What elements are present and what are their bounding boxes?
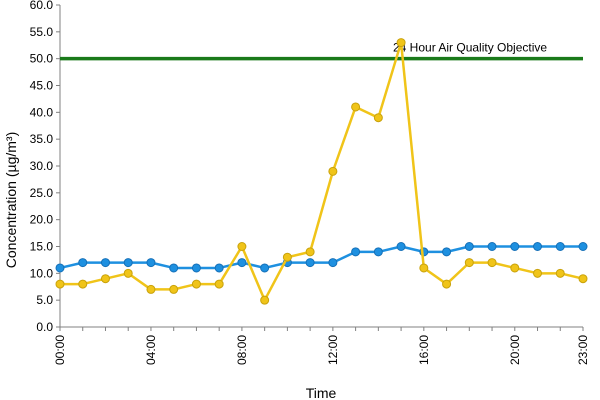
x-tick-label: 12:00 (326, 335, 340, 365)
y-tick-label: 50.0 (30, 52, 54, 66)
y-tick-label: 55.0 (30, 25, 54, 39)
series-1-point (169, 263, 179, 273)
series-1 (55, 242, 588, 273)
series-2-point (396, 38, 406, 48)
y-tick-label: 25.0 (30, 186, 54, 200)
series-1-point (260, 263, 270, 273)
air-quality-objective-label: 24 Hour Air Quality Objective (393, 41, 547, 55)
series-1-point (373, 247, 383, 257)
series-2-point (487, 258, 497, 268)
series-1-point (487, 242, 497, 251)
y-axis-title: Concentration (µg/m³) (3, 132, 19, 268)
series-2-point (169, 284, 179, 294)
series-1-point (578, 242, 588, 251)
series-2-point (100, 274, 110, 284)
series-1-point (237, 258, 247, 268)
y-tick-label: 60.0 (30, 0, 54, 12)
series-2-point (419, 263, 429, 273)
series-2-point (123, 268, 133, 278)
y-tick-label: 40.0 (30, 105, 54, 119)
series-2-point (442, 279, 452, 289)
series-1-point (442, 247, 452, 257)
series-2-point (578, 274, 588, 284)
series-1-point (146, 258, 156, 268)
series-1-point (396, 242, 406, 251)
series-1-point (510, 242, 520, 251)
x-tick-label: 23:00 (576, 335, 590, 365)
x-tick-label: 08:00 (235, 335, 249, 365)
x-tick-label: 00:00 (53, 335, 67, 365)
series-1-point (305, 258, 315, 268)
series-2-point (214, 279, 224, 289)
series-2-point (373, 113, 383, 123)
y-tick-label: 10.0 (30, 266, 54, 280)
y-tick-label: 20.0 (30, 213, 54, 227)
x-tick-label: 20:00 (508, 335, 522, 365)
series-2-point (533, 268, 543, 278)
series-2-point (146, 284, 156, 294)
y-tick-label: 35.0 (30, 132, 54, 146)
series-1-point (214, 263, 224, 273)
series-1-point (191, 263, 201, 273)
series-2-point (555, 268, 565, 278)
y-axis-ticks: 0.0 5.0 10.0 15.0 20.0 25.0 30.0 35.0 40.0 45.0 50… (30, 0, 60, 334)
series-2-point (510, 263, 520, 273)
reference-line-group: 24 Hour Air Quality Objective (60, 41, 583, 61)
series-1-point (100, 258, 110, 268)
series-2-point (282, 252, 292, 262)
series-1-point (123, 258, 133, 268)
series-1-point (351, 247, 361, 257)
x-tick-label: 16:00 (417, 335, 431, 365)
series-group (55, 38, 588, 305)
series-2-point (305, 247, 315, 257)
series-2-point (55, 279, 65, 289)
series-1-point (328, 258, 338, 268)
x-tick-label: 04:00 (144, 335, 158, 365)
y-tick-label: 30.0 (30, 159, 54, 173)
y-tick-label: 0.0 (36, 320, 53, 334)
series-2-point (78, 279, 88, 289)
series-1-point (533, 242, 543, 251)
series-2-point (328, 166, 338, 176)
series-2-point (237, 242, 247, 251)
series-2-point (464, 258, 474, 268)
series-1-point (555, 242, 565, 251)
y-tick-label: 5.0 (36, 293, 53, 307)
series-1-point (464, 242, 474, 251)
series-1-point (78, 258, 88, 268)
series-1-point (55, 263, 65, 273)
series-2-point (351, 102, 361, 112)
series-2-point (191, 279, 201, 289)
y-tick-label: 45.0 (30, 79, 54, 93)
y-tick-label: 15.0 (30, 240, 54, 254)
series-2-point (260, 295, 270, 305)
x-axis-title: Time (306, 385, 337, 400)
series-2 (55, 38, 588, 305)
x-axis-ticks: 00:00 04:00 08:00 12:00 16:00 20:00 23:00 (53, 327, 590, 365)
